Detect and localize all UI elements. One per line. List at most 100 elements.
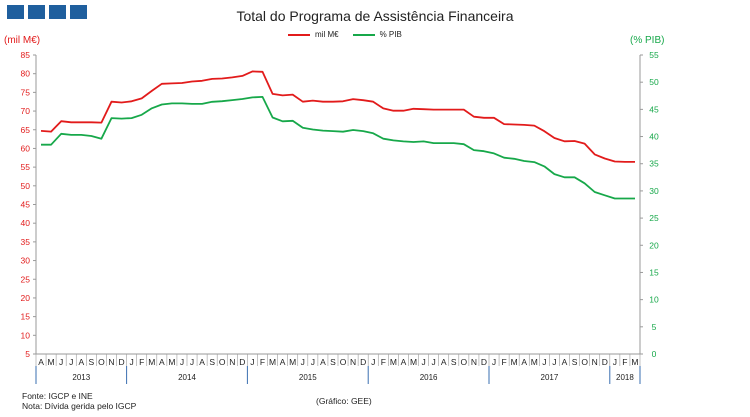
- month-label: A: [521, 357, 527, 367]
- right-tick-label: 0: [652, 349, 657, 359]
- month-label: D: [118, 357, 124, 367]
- month-label: M: [631, 357, 638, 367]
- legend-label-pib: % PIB: [379, 30, 402, 39]
- right-tick-label: 10: [649, 295, 659, 305]
- right-tick-label: 20: [649, 240, 659, 250]
- month-label: M: [390, 357, 397, 367]
- legend-item-mil: mil M€: [288, 30, 339, 39]
- left-tick-label: 80: [21, 69, 31, 79]
- month-label: M: [269, 357, 276, 367]
- footer-credit: (Gráfico: GEE): [316, 396, 372, 406]
- year-label: 2016: [420, 373, 438, 382]
- legend-swatch-pib: [352, 33, 375, 36]
- month-label: M: [410, 357, 417, 367]
- year-label: 2018: [616, 373, 634, 382]
- month-label: J: [180, 357, 184, 367]
- year-label: 2014: [178, 373, 196, 382]
- month-label: J: [492, 357, 496, 367]
- month-label: M: [48, 357, 55, 367]
- logo-square: [7, 5, 24, 19]
- month-label: J: [130, 357, 134, 367]
- left-tick-label: 20: [21, 293, 31, 303]
- left-tick-label: 40: [21, 218, 31, 228]
- year-label: 2015: [299, 373, 317, 382]
- year-label: 2013: [72, 373, 90, 382]
- month-label: D: [360, 357, 366, 367]
- left-tick-label: 70: [21, 106, 31, 116]
- month-label: S: [89, 357, 95, 367]
- month-label: A: [562, 357, 568, 367]
- left-tick-label: 60: [21, 143, 31, 153]
- month-label: A: [38, 357, 44, 367]
- left-tick-label: 75: [21, 87, 31, 97]
- month-label: F: [260, 357, 265, 367]
- month-label: J: [311, 357, 315, 367]
- month-label: S: [330, 357, 336, 367]
- legend-swatch-mil: [288, 33, 310, 36]
- month-label: M: [289, 357, 296, 367]
- right-axis-unit: (% PIB): [630, 35, 665, 46]
- month-label: A: [159, 357, 165, 367]
- month-label: F: [381, 357, 386, 367]
- chart-title: Total do Programa de Assistência Finance…: [236, 8, 514, 24]
- left-tick-label: 55: [21, 162, 31, 172]
- left-tick-label: 30: [21, 256, 31, 266]
- right-tick-label: 30: [649, 186, 659, 196]
- month-label: D: [239, 357, 245, 367]
- month-label: J: [371, 357, 375, 367]
- year-label: 2017: [541, 373, 559, 382]
- month-label: N: [350, 357, 356, 367]
- right-tick-label: 25: [649, 213, 659, 223]
- month-label: F: [139, 357, 144, 367]
- month-label: A: [280, 357, 286, 367]
- month-label: O: [98, 357, 105, 367]
- footer-note: Nota: Dívida gerida pelo IGCP: [22, 401, 137, 411]
- month-label: S: [451, 357, 457, 367]
- month-label: J: [552, 357, 556, 367]
- month-label: D: [481, 357, 487, 367]
- month-label: O: [340, 357, 347, 367]
- month-label: M: [168, 357, 175, 367]
- month-label: A: [401, 357, 407, 367]
- left-tick-label: 10: [21, 330, 31, 340]
- month-label: S: [572, 357, 578, 367]
- month-label: D: [602, 357, 608, 367]
- legend-label-mil: mil M€: [315, 30, 339, 39]
- month-label: M: [148, 357, 155, 367]
- logo-square: [49, 5, 66, 19]
- logo-square: [70, 5, 87, 19]
- right-tick-label: 45: [649, 104, 659, 114]
- left-tick-label: 25: [21, 274, 31, 284]
- right-tick-label: 35: [649, 159, 659, 169]
- chart-legend: mil M€ % PIB: [288, 30, 402, 39]
- month-label: F: [622, 357, 627, 367]
- month-label: N: [108, 357, 114, 367]
- month-label: A: [320, 357, 326, 367]
- series-line-pib: [41, 96, 635, 200]
- legend-item-pib: % PIB: [352, 30, 402, 39]
- logo-square: [28, 5, 45, 19]
- month-label: S: [209, 357, 215, 367]
- month-label: J: [301, 357, 305, 367]
- left-axis-unit: (mil M€): [4, 35, 41, 46]
- month-label: M: [531, 357, 538, 367]
- month-label: F: [501, 357, 506, 367]
- month-label: J: [432, 357, 436, 367]
- right-tick-label: 50: [649, 77, 659, 87]
- month-label: J: [613, 357, 617, 367]
- month-label: J: [190, 357, 194, 367]
- month-label: A: [199, 357, 205, 367]
- month-label: O: [461, 357, 468, 367]
- month-label: O: [581, 357, 588, 367]
- right-tick-label: 55: [649, 50, 659, 60]
- month-label: J: [59, 357, 63, 367]
- month-label: N: [592, 357, 598, 367]
- left-tick-label: 35: [21, 237, 31, 247]
- left-tick-label: 15: [21, 312, 31, 322]
- month-label: N: [471, 357, 477, 367]
- month-label: A: [441, 357, 447, 367]
- footer-source: Fonte: IGCP e INE: [22, 391, 93, 401]
- left-tick-label: 85: [21, 50, 31, 60]
- month-label: O: [219, 357, 226, 367]
